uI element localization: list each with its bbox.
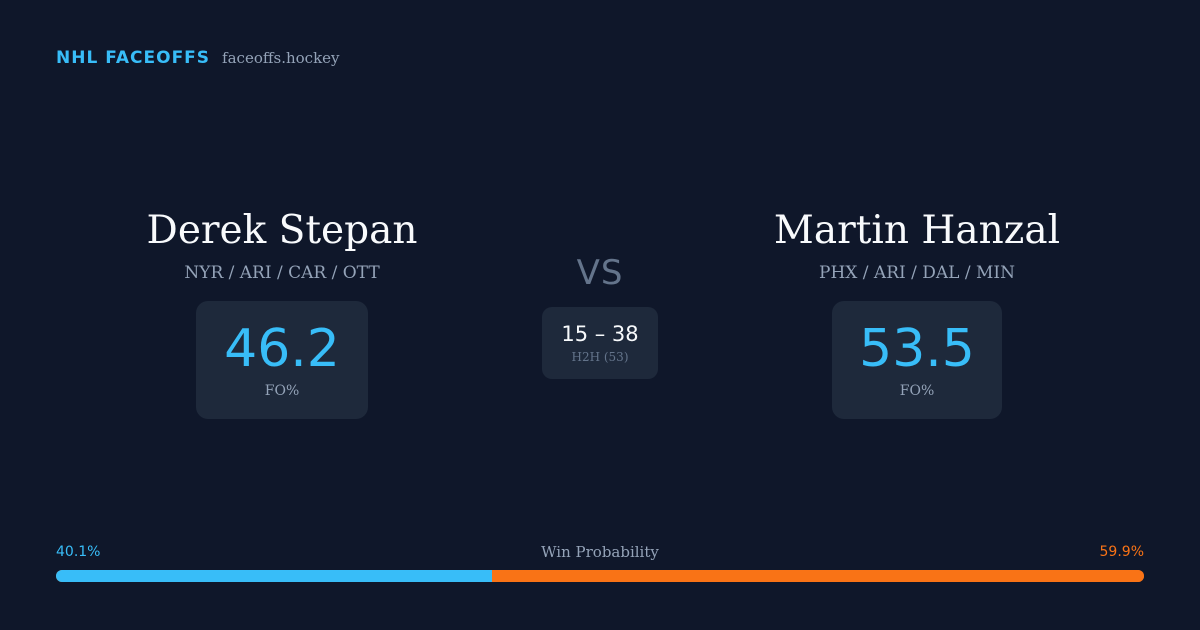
- win-probability-bar: [56, 570, 1144, 582]
- win-probability-labels: 40.1% Win Probability 59.9%: [56, 543, 1144, 561]
- player-left-stat-value: 46.2: [224, 319, 340, 379]
- player-left-panel: Derek Stepan NYR / ARI / CAR / OTT 46.2 …: [72, 205, 492, 419]
- player-left-stat-label: FO%: [264, 383, 300, 399]
- player-left-stat-card: 46.2 FO%: [196, 301, 368, 419]
- brand-header: NHL FACEOFFS faceoffs.hockey: [56, 48, 340, 68]
- player-right-stat-card: 53.5 FO%: [832, 301, 1002, 419]
- brand-name: NHL FACEOFFS: [56, 48, 211, 68]
- win-probability-title: Win Probability: [541, 543, 659, 561]
- h2h-label: H2H (53): [571, 350, 629, 364]
- h2h-score: 15 – 38: [561, 322, 639, 346]
- win-probability-bar-left: [56, 570, 493, 582]
- player-right-name: Martin Hanzal: [773, 208, 1061, 253]
- brand-url: faceoffs.hockey: [222, 49, 340, 67]
- player-right-panel: Martin Hanzal PHX / ARI / DAL / MIN 53.5…: [707, 205, 1127, 419]
- win-probability-bar-right: [492, 570, 1144, 582]
- win-probability-right-label: 59.9%: [1099, 544, 1144, 560]
- vs-label: VS: [576, 253, 624, 293]
- win-probability-left-label: 40.1%: [56, 544, 101, 560]
- player-right-stat-label: FO%: [899, 383, 935, 399]
- player-left-name: Derek Stepan: [146, 208, 418, 253]
- player-right-teams: PHX / ARI / DAL / MIN: [819, 263, 1015, 283]
- h2h-card: 15 – 38 H2H (53): [542, 307, 658, 379]
- player-left-teams: NYR / ARI / CAR / OTT: [184, 263, 380, 283]
- player-right-stat-value: 53.5: [859, 319, 975, 379]
